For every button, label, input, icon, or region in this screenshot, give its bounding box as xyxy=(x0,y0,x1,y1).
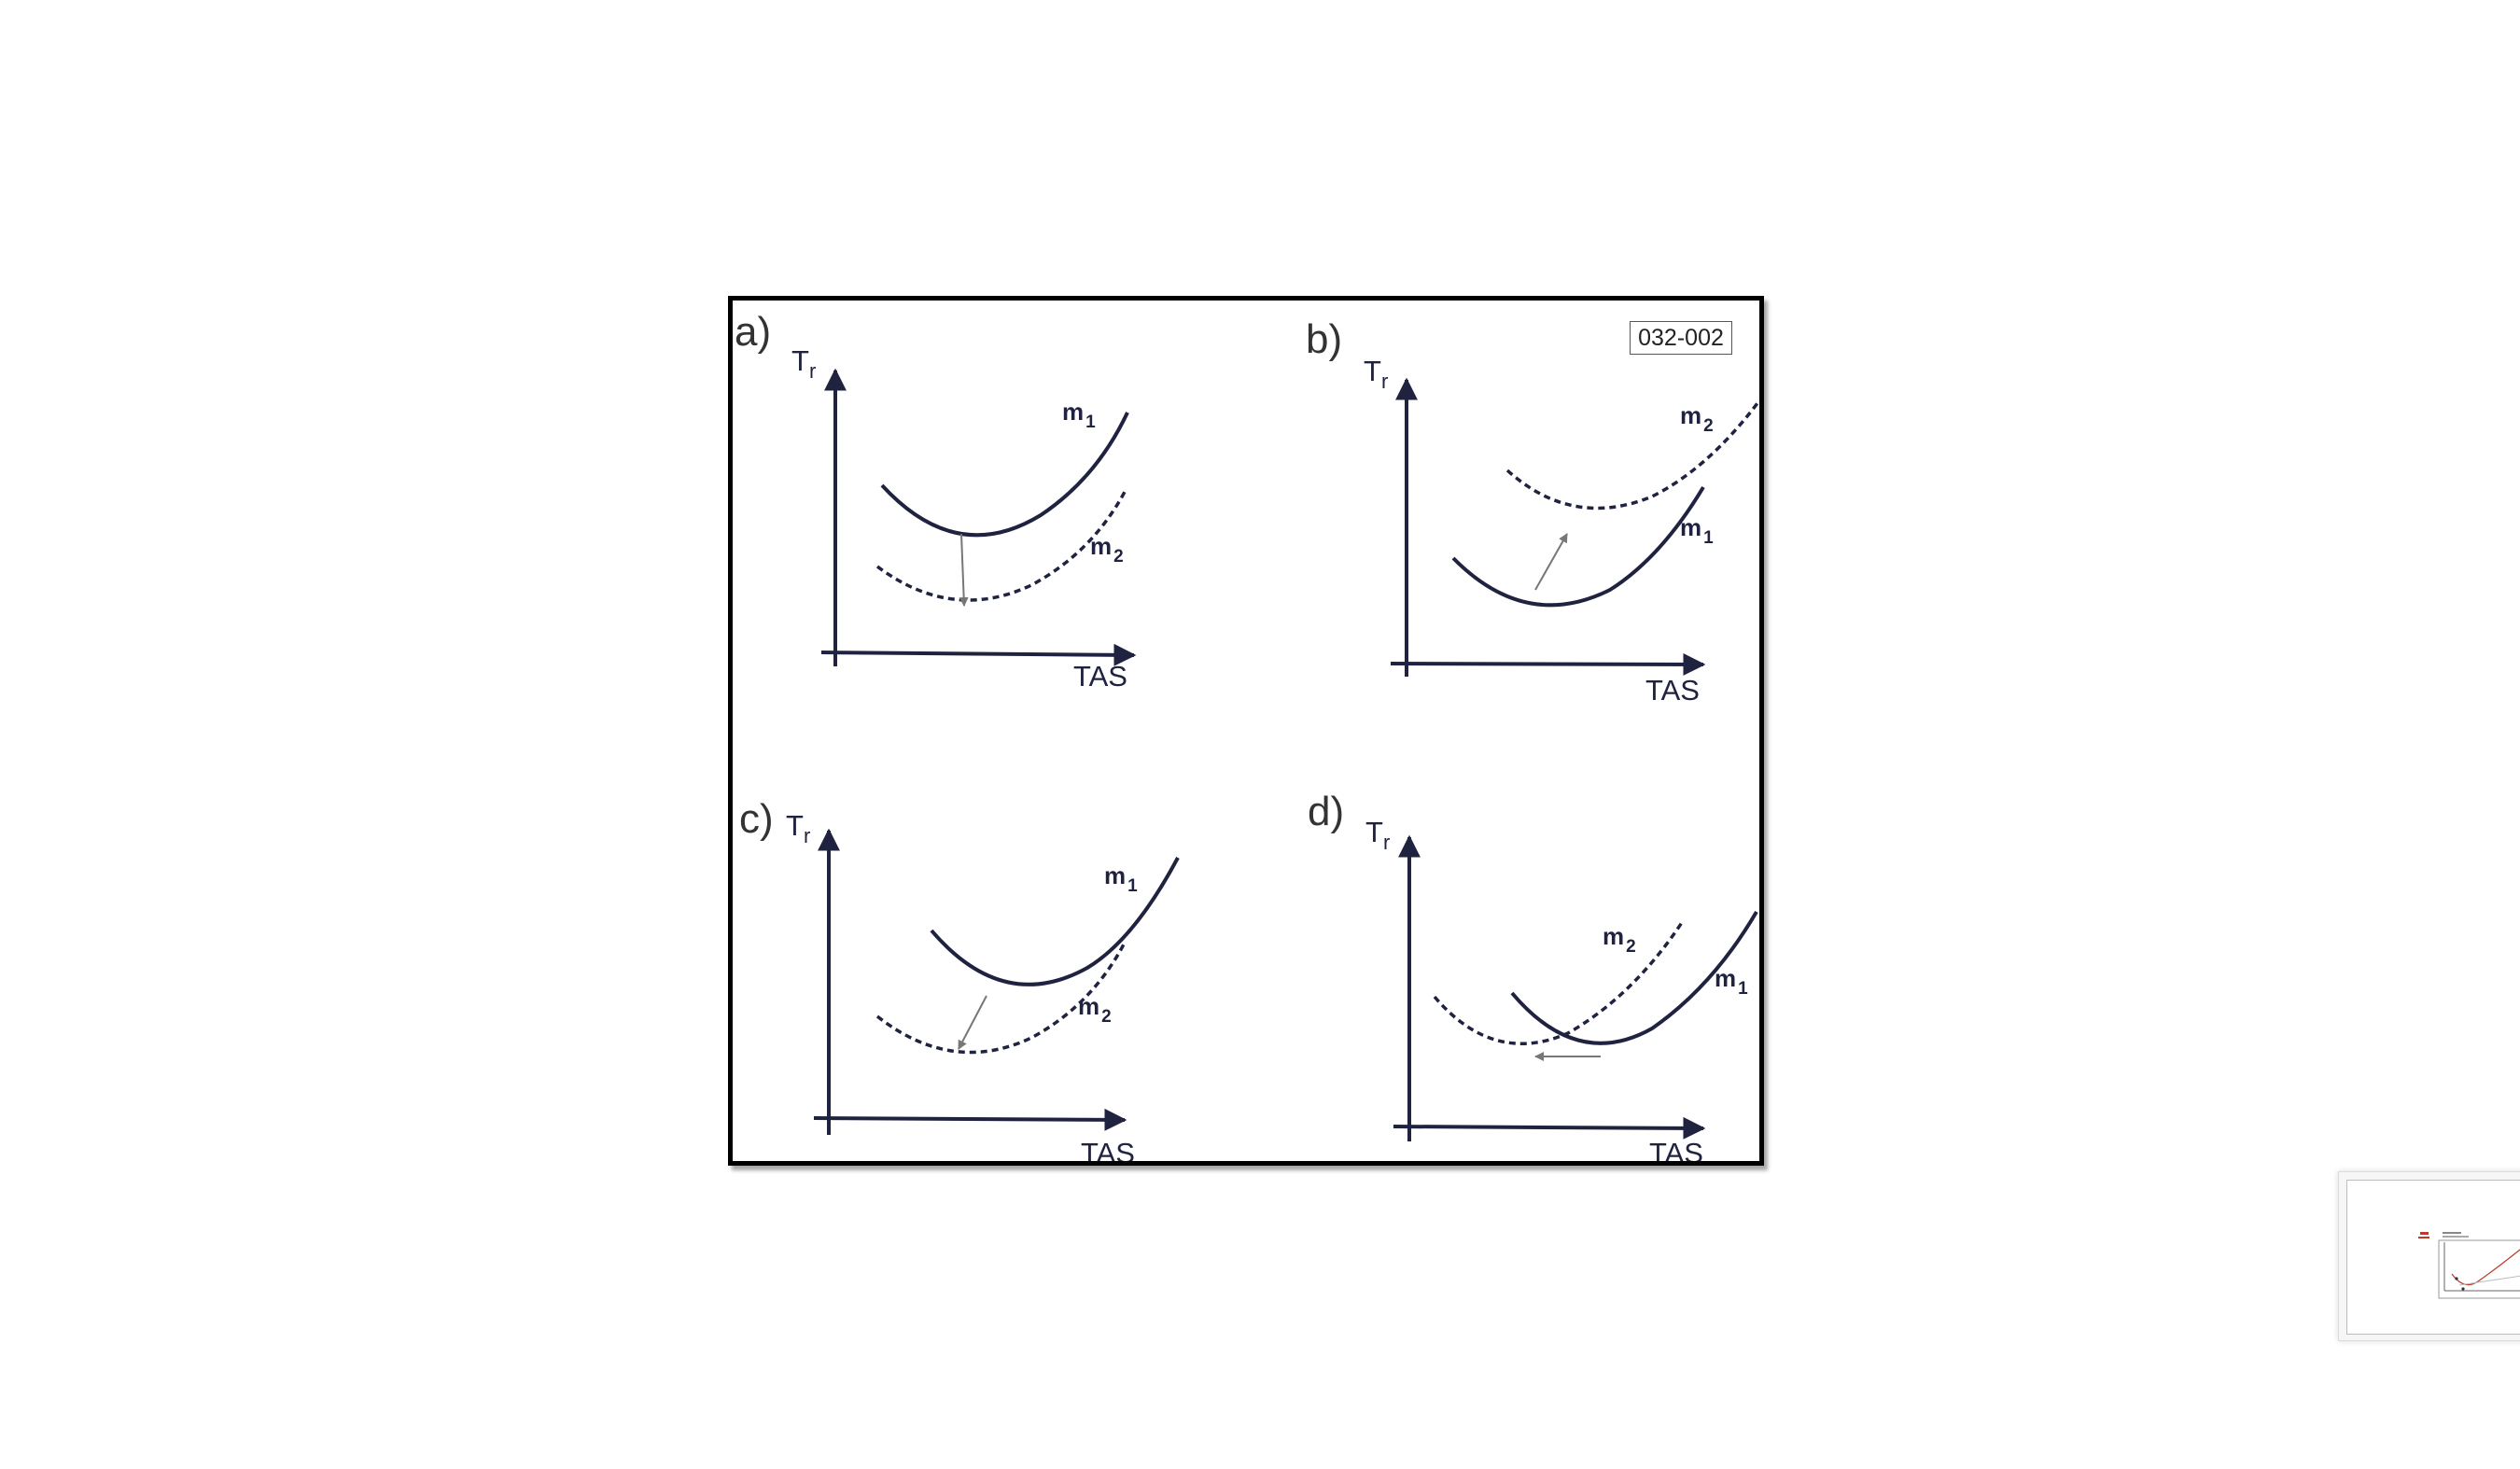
slide-thumbnail[interactable] xyxy=(2346,1180,2520,1335)
x-axis-label-d: TAS xyxy=(1649,1137,1703,1161)
x-axis-a xyxy=(820,643,1137,666)
x-axis-label-b: TAS xyxy=(1645,674,1700,707)
curve-m1-b xyxy=(1451,485,1705,608)
y-axis-label-a: Tr xyxy=(791,344,816,383)
shift-arrow-b xyxy=(1534,533,1568,591)
figure-code-badge: 032-002 xyxy=(1630,321,1732,355)
x-axis-c xyxy=(813,1108,1127,1131)
curve-m1-d xyxy=(1510,910,1758,1045)
x-axis-d xyxy=(1393,1116,1706,1140)
y-axis-label-d: Tr xyxy=(1365,816,1390,854)
panel-label-d: d) xyxy=(1308,789,1344,834)
y-axis-label-b: Tr xyxy=(1364,355,1388,393)
shift-arrow-a xyxy=(959,533,969,607)
slide-thumbnail-panel[interactable] xyxy=(2338,1171,2520,1341)
x-axis-label-a: TAS xyxy=(1073,660,1127,693)
panel-label-c: c) xyxy=(739,796,774,842)
curve-m2-d xyxy=(1433,920,1685,1045)
curve-m2-a xyxy=(875,491,1127,602)
y-axis-label-c: Tr xyxy=(786,809,810,847)
x-axis-label-c: TAS xyxy=(1081,1137,1135,1161)
x-axis-b xyxy=(1390,652,1706,676)
curve-m1-c xyxy=(930,857,1180,986)
thumbnail-preview xyxy=(2418,1232,2520,1299)
panel-label-b: b) xyxy=(1306,316,1342,362)
curve-m2-b xyxy=(1505,401,1759,511)
curve-m1-a xyxy=(880,412,1129,538)
panel-label-a: a) xyxy=(735,309,771,355)
shift-arrow-c xyxy=(958,995,987,1050)
